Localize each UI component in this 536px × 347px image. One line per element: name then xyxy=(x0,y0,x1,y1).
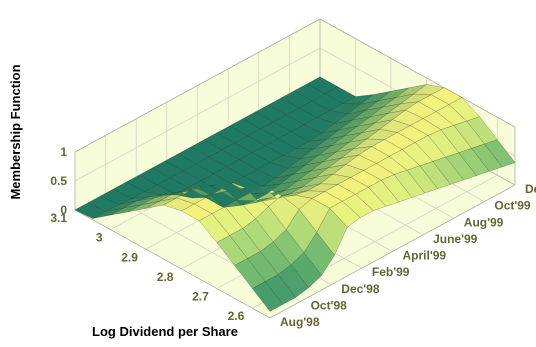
y-tick-label: April'99 xyxy=(403,249,447,263)
axis-edge xyxy=(74,209,271,319)
x-tick-label: 3.1 xyxy=(50,211,67,225)
z-tick-label: 0.5 xyxy=(50,174,67,188)
x-axis-label: Log Dividend per Share xyxy=(92,324,238,339)
x-tick-label: 2.8 xyxy=(157,270,174,284)
axis-edge xyxy=(74,18,321,153)
x-tick-label: 2.9 xyxy=(121,250,138,264)
z-axis-label: Membership Function xyxy=(8,64,23,199)
y-tick-label: Feb'99 xyxy=(372,265,410,279)
y-tick-label: Oct'98 xyxy=(311,298,348,312)
y-tick-label: Aug'99 xyxy=(464,215,504,229)
z-tick-label: 0 xyxy=(60,203,67,217)
membership-surface xyxy=(74,76,516,312)
y-tick-label: Aug'98 xyxy=(280,315,320,329)
x-tick-label: 3 xyxy=(96,231,103,245)
axis-edge xyxy=(319,18,516,128)
x-tick-label: 2.7 xyxy=(192,290,209,304)
surface-patch xyxy=(74,202,106,219)
y-tick-label: Oct'99 xyxy=(494,199,531,213)
y-tick-label: June'99 xyxy=(433,232,478,246)
wall-gridline xyxy=(74,47,321,182)
y-tick-label: Dec'99 xyxy=(525,182,536,196)
z-tick-label: 1 xyxy=(60,145,67,159)
axis-edge xyxy=(269,184,516,319)
y-tick-label: Dec'98 xyxy=(341,282,380,296)
axis-ticks: 3.1 3 2.9 2.8 2.7 2.6 Aug'98 Oct'98 Dec'98 Feb'99… xyxy=(50,145,536,329)
x-tick-label: 2.6 xyxy=(228,309,245,323)
